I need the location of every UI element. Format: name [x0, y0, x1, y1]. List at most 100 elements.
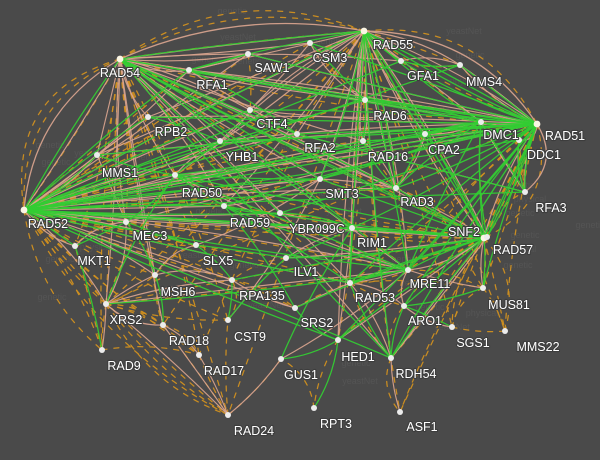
physical-edge — [23, 209, 392, 359]
graph-node-msh6[interactable] — [152, 272, 158, 278]
yeastnet-edge — [23, 58, 121, 211]
graph-node-rad16[interactable] — [360, 138, 366, 144]
graph-node-rad24[interactable] — [225, 412, 231, 418]
graph-node-ddc1[interactable] — [516, 137, 522, 143]
physical-edge — [280, 339, 339, 360]
physical-edge — [119, 58, 409, 271]
yeastnet-edge — [105, 274, 156, 305]
genetic-edge — [357, 99, 366, 142]
physical-edge — [74, 221, 127, 247]
edge-type-watermark: genetic — [217, 6, 247, 16]
graph-node-rad50[interactable] — [172, 172, 178, 178]
genetic-edge — [363, 30, 461, 66]
node-label-rad52: RAD52 — [28, 217, 68, 231]
graph-node-ybr099c[interactable] — [277, 210, 283, 216]
graph-node-rad54[interactable] — [116, 55, 124, 63]
graph-node-yhb1[interactable] — [217, 138, 223, 144]
yeastnet-edge — [147, 30, 365, 118]
graph-node-rpt3[interactable] — [311, 405, 317, 411]
graph-node-rad52[interactable] — [20, 206, 28, 214]
physical-edge — [279, 212, 353, 229]
node-label-srs2: SRS2 — [301, 316, 334, 330]
physical-edge — [478, 121, 488, 238]
genetic-edge — [23, 140, 364, 211]
graph-node-rad57[interactable] — [484, 234, 490, 240]
physical-edge — [363, 30, 392, 359]
graph-node-rad17[interactable] — [196, 352, 202, 358]
graph-node-mkt1[interactable] — [72, 243, 78, 249]
graph-node-smt3[interactable] — [317, 176, 323, 182]
yeastnet-edge — [223, 178, 321, 207]
genetic-edge — [231, 279, 296, 309]
graph-node-rad9[interactable] — [99, 347, 105, 353]
graph-node-mre11[interactable] — [405, 267, 411, 273]
graph-node-cpa2[interactable] — [422, 131, 428, 137]
graph-node-mms22[interactable] — [502, 328, 508, 334]
graph-node-rfa3[interactable] — [522, 189, 528, 195]
edge-type-watermark: physical — [504, 244, 537, 254]
genetic-edge — [363, 30, 453, 328]
node-label-rfa1: RFA1 — [196, 78, 227, 92]
physical-edge — [407, 121, 482, 271]
node-label-rad16: RAD16 — [368, 150, 408, 164]
graph-node-rad59[interactable] — [221, 203, 227, 209]
graph-node-rdh54[interactable] — [388, 355, 394, 361]
physical-edge — [23, 58, 121, 211]
graph-node-sgs1[interactable] — [449, 324, 455, 330]
genetic-edge — [105, 174, 176, 305]
graph-node-rfa1[interactable] — [186, 67, 192, 73]
physical-edge — [403, 237, 485, 307]
graph-node-csm3[interactable] — [307, 40, 313, 46]
genetic-edge — [23, 53, 249, 211]
graph-node-rfa2[interactable] — [294, 131, 300, 137]
graph-node-hed1[interactable] — [335, 337, 341, 343]
genetic-edge-arc — [23, 209, 103, 351]
node-label-ctf4: CTF4 — [256, 117, 287, 131]
graph-node-rad3[interactable] — [393, 185, 399, 191]
yeastnet-edge — [174, 30, 365, 176]
node-label-rad55: RAD55 — [373, 38, 413, 52]
graph-node-saw1[interactable] — [245, 51, 251, 57]
physical-edge — [23, 209, 76, 247]
graph-node-cst9[interactable] — [225, 317, 231, 323]
genetic-edge — [119, 58, 129, 223]
edge-type-watermark: genetic — [232, 56, 262, 66]
graph-node-gus1[interactable] — [278, 356, 284, 362]
graph-node-rpa135[interactable] — [229, 277, 235, 283]
graph-node-mus81[interactable] — [480, 285, 486, 291]
physical-edge — [219, 123, 538, 142]
graph-node-srs2[interactable] — [292, 305, 298, 311]
graph-node-ctf4[interactable] — [247, 107, 253, 113]
graph-node-aro1[interactable] — [401, 303, 407, 309]
edge-type-watermark: genetic — [503, 260, 533, 270]
graph-node-rad18[interactable] — [160, 322, 166, 328]
yeastnet-edge — [188, 69, 538, 125]
graph-node-mms4[interactable] — [457, 62, 463, 68]
physical-edge — [309, 42, 538, 125]
graph-node-mms1[interactable] — [94, 152, 100, 158]
graph-node-rad51[interactable] — [533, 120, 541, 128]
node-layer[interactable] — [20, 27, 541, 418]
node-label-ilv1: ILV1 — [294, 265, 319, 279]
node-label-asf1: ASF1 — [406, 420, 437, 434]
graph-node-asf1[interactable] — [397, 409, 403, 415]
graph-node-rpb2[interactable] — [145, 114, 151, 120]
graph-node-xrs2[interactable] — [103, 301, 109, 307]
node-label-rfa2: RFA2 — [304, 141, 335, 155]
graph-node-rad6[interactable] — [362, 97, 368, 103]
genetic-edge — [279, 212, 485, 239]
physical-edge — [23, 116, 149, 211]
yeastnet-edge — [363, 30, 461, 66]
graph-node-ilv1[interactable] — [283, 255, 289, 261]
graph-node-gfa1[interactable] — [398, 58, 404, 64]
genetic-edge — [225, 319, 229, 416]
graph-node-rad55[interactable] — [360, 27, 368, 35]
physical-edge — [23, 209, 281, 215]
graph-node-rad53[interactable] — [347, 280, 353, 286]
graph-node-dmc1[interactable] — [478, 119, 484, 125]
graph-node-slx5[interactable] — [193, 242, 199, 248]
graph-node-mec3[interactable] — [123, 219, 129, 225]
graph-node-rim1[interactable] — [349, 225, 355, 231]
